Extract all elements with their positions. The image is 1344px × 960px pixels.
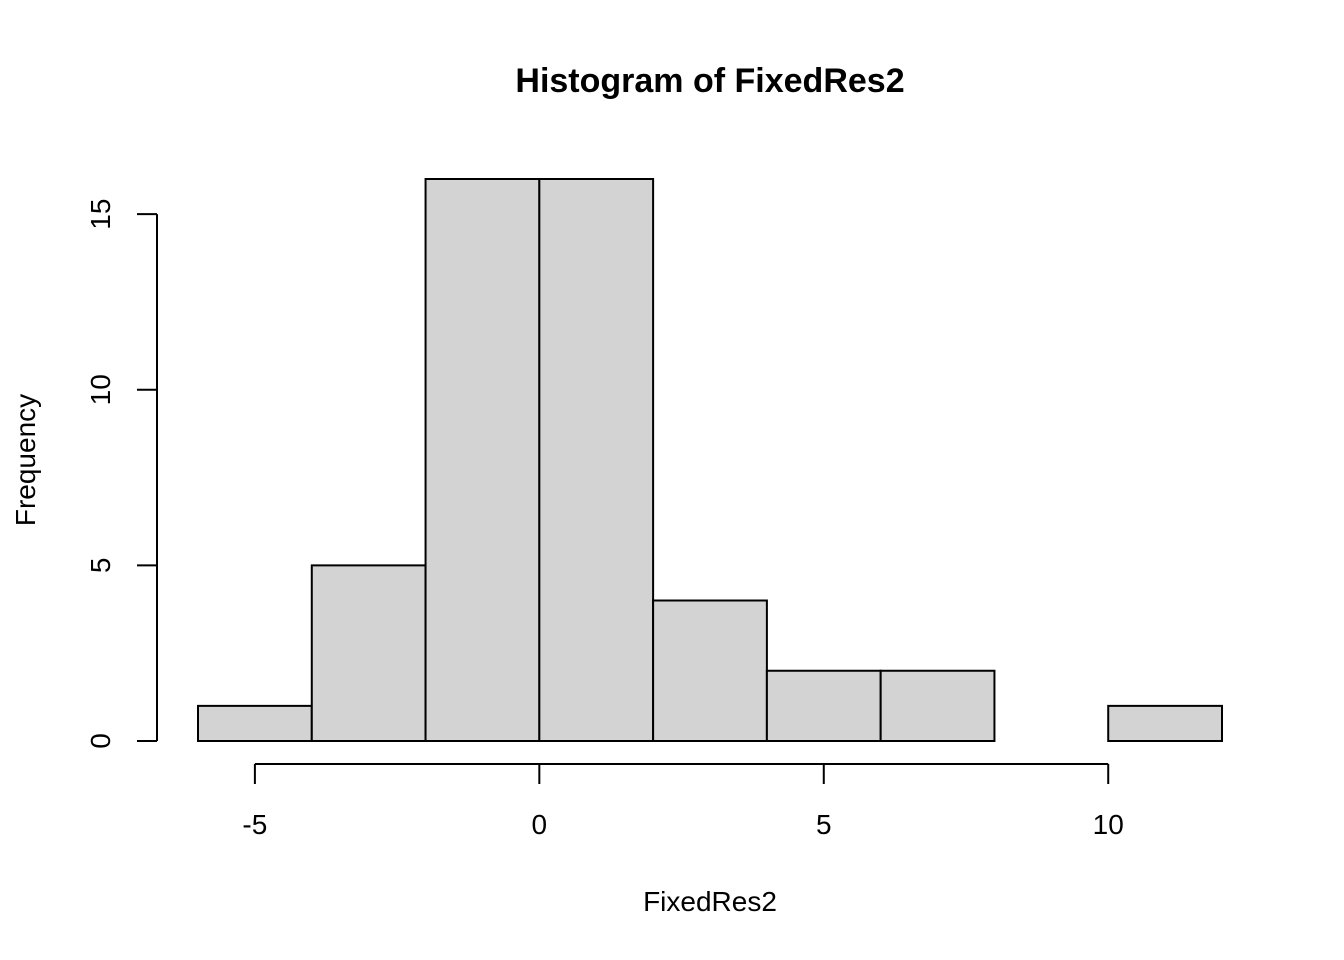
x-axis-title: FixedRes2 (643, 886, 777, 917)
histogram-bar (765, 669, 882, 742)
histogram-bar (879, 669, 996, 742)
x-tick-label: 5 (816, 809, 832, 840)
x-tick-label: 10 (1093, 809, 1124, 840)
x-tick-label: -5 (242, 809, 267, 840)
y-axis: 0 5 10 15 (85, 199, 158, 749)
histogram-bar (652, 599, 768, 742)
y-axis-title: Frequency (10, 394, 41, 526)
histogram-bar (197, 704, 313, 742)
y-tick-label: 15 (85, 199, 116, 230)
x-tick-label: 0 (532, 809, 548, 840)
x-axis: -5 0 5 10 (242, 763, 1124, 840)
bars-group (197, 178, 1223, 742)
y-tick-label: 5 (85, 558, 116, 574)
histogram-bar (310, 564, 427, 742)
y-tick-label: 10 (85, 374, 116, 405)
chart-title: Histogram of FixedRes2 (515, 62, 904, 100)
y-tick-label: 0 (85, 733, 116, 749)
histogram-bar (1107, 704, 1223, 742)
histogram-bar (538, 178, 655, 742)
histogram-bar (424, 178, 541, 742)
